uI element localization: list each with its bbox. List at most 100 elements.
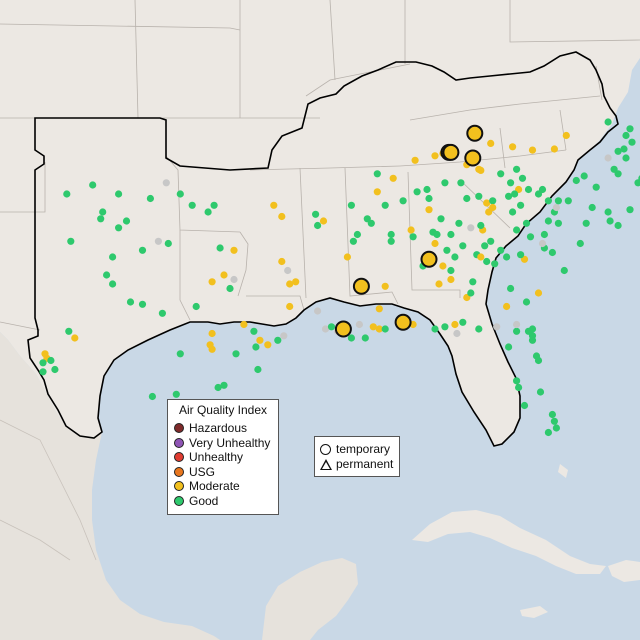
monitor-marker-moderate[interactable] — [278, 257, 286, 266]
monitor-marker-moderate[interactable] — [411, 156, 419, 164]
monitor-marker-good[interactable] — [115, 190, 123, 198]
monitor-marker-good[interactable] — [146, 194, 154, 203]
monitor-marker-good[interactable] — [508, 208, 517, 216]
monitor-marker-good[interactable] — [491, 260, 499, 268]
monitor-marker-good[interactable] — [507, 179, 515, 187]
monitor-marker-good[interactable] — [634, 179, 640, 187]
monitor-marker-good[interactable] — [433, 230, 441, 239]
monitor-marker-good[interactable] — [409, 233, 417, 241]
monitor-marker-good[interactable] — [381, 325, 389, 333]
monitor-marker-good[interactable] — [564, 197, 572, 205]
monitor-marker-good[interactable] — [469, 278, 477, 286]
monitor-marker-good[interactable] — [614, 147, 622, 155]
monitor-marker-good[interactable] — [513, 165, 521, 173]
monitor-marker-good[interactable] — [226, 284, 234, 293]
monitor-marker-good[interactable] — [503, 253, 511, 261]
monitor-marker-good[interactable] — [126, 298, 135, 306]
monitor-marker-good[interactable] — [463, 194, 471, 203]
monitor-marker-moderate[interactable] — [431, 239, 439, 248]
monitor-marker-good[interactable] — [347, 201, 355, 209]
monitor-marker-good[interactable] — [614, 221, 622, 230]
monitor-marker-good[interactable] — [51, 365, 59, 374]
monitor-marker-moderate[interactable] — [435, 280, 443, 288]
monitor-marker-good[interactable] — [489, 197, 497, 205]
monitor-marker-good[interactable] — [216, 244, 224, 252]
monitor-marker-good[interactable] — [522, 298, 531, 306]
monitor-marker-good[interactable] — [431, 325, 439, 333]
monitor-marker-good[interactable] — [39, 368, 47, 376]
monitor-marker-moderate[interactable] — [286, 302, 294, 311]
monitor-marker-moderate[interactable] — [381, 282, 389, 290]
monitor-marker-moderate[interactable] — [208, 329, 216, 338]
monitor-marker-good[interactable] — [138, 300, 147, 308]
monitor-marker-no-data[interactable] — [552, 203, 561, 212]
monitor-marker-no-data[interactable] — [604, 154, 612, 162]
monitor-marker-good[interactable] — [437, 215, 445, 223]
monitor-marker-good[interactable] — [534, 356, 543, 365]
monitor-marker-large-moderate[interactable] — [466, 124, 484, 142]
monitor-marker-good[interactable] — [614, 170, 622, 178]
monitor-marker-good[interactable] — [459, 242, 467, 250]
monitor-marker-good[interactable] — [109, 253, 117, 261]
monitor-marker-good[interactable] — [622, 154, 630, 162]
monitor-marker-good[interactable] — [447, 266, 455, 275]
monitor-marker-moderate[interactable] — [534, 289, 543, 297]
monitor-marker-good[interactable] — [327, 323, 336, 331]
monitor-marker-moderate[interactable] — [256, 336, 264, 344]
monitor-marker-good[interactable] — [99, 208, 107, 216]
monitor-marker-good[interactable] — [210, 201, 218, 209]
monitor-marker-good[interactable] — [423, 185, 431, 194]
monitor-marker-good[interactable] — [204, 208, 212, 216]
monitor-marker-good[interactable] — [606, 217, 614, 225]
monitor-marker-good[interactable] — [138, 246, 147, 254]
monitor-marker-good[interactable] — [604, 208, 612, 216]
monitor-marker-good[interactable] — [387, 230, 395, 239]
monitor-marker-good[interactable] — [274, 336, 282, 344]
monitor-marker-good[interactable] — [381, 201, 389, 209]
monitor-marker-good[interactable] — [528, 336, 537, 344]
monitor-marker-moderate[interactable] — [343, 253, 351, 261]
monitor-marker-good[interactable] — [361, 334, 369, 342]
monitor-marker-good[interactable] — [592, 183, 600, 191]
monitor-marker-good[interactable] — [554, 219, 563, 227]
monitor-marker-moderate[interactable] — [451, 320, 459, 329]
monitor-marker-good[interactable] — [544, 217, 553, 225]
monitor-marker-good[interactable] — [250, 327, 258, 335]
monitor-marker-no-data[interactable] — [513, 320, 521, 329]
monitor-marker-good[interactable] — [520, 401, 529, 410]
monitor-marker-good[interactable] — [192, 302, 200, 311]
monitor-marker-good[interactable] — [63, 190, 71, 198]
monitor-marker-good[interactable] — [443, 246, 451, 254]
monitor-marker-good[interactable] — [580, 172, 588, 180]
monitor-marker-moderate[interactable] — [447, 275, 455, 284]
monitor-marker-moderate[interactable] — [292, 278, 300, 286]
monitor-marker-good[interactable] — [560, 266, 568, 275]
monitor-marker-large-moderate[interactable] — [420, 250, 438, 268]
monitor-marker-good[interactable] — [252, 343, 260, 351]
monitor-marker-moderate[interactable] — [439, 262, 447, 270]
monitor-marker-good[interactable] — [467, 289, 475, 297]
monitor-marker-good[interactable] — [481, 242, 489, 250]
monitor-marker-no-data[interactable] — [154, 237, 162, 245]
monitor-marker-good[interactable] — [554, 197, 563, 205]
monitor-marker-good[interactable] — [540, 230, 549, 239]
monitor-marker-good[interactable] — [518, 174, 527, 182]
monitor-marker-good[interactable] — [347, 334, 355, 342]
monitor-marker-good[interactable] — [513, 226, 521, 234]
monitor-marker-good[interactable] — [103, 271, 111, 279]
monitor-marker-good[interactable] — [89, 181, 97, 189]
monitor-marker-good[interactable] — [628, 138, 636, 146]
monitor-marker-good[interactable] — [367, 219, 375, 227]
monitor-marker-no-data[interactable] — [162, 179, 170, 187]
monitor-marker-good[interactable] — [622, 131, 630, 140]
monitor-marker-no-data[interactable] — [314, 307, 322, 315]
monitor-marker-moderate[interactable] — [487, 139, 495, 147]
monitor-marker-good[interactable] — [483, 257, 491, 266]
monitor-marker-good[interactable] — [441, 323, 449, 331]
monitor-marker-no-data[interactable] — [453, 329, 461, 338]
monitor-marker-good[interactable] — [510, 190, 519, 198]
monitor-marker-good[interactable] — [517, 251, 525, 259]
monitor-marker-good[interactable] — [39, 359, 47, 367]
monitor-marker-good[interactable] — [176, 190, 184, 198]
monitor-marker-good[interactable] — [513, 327, 521, 335]
